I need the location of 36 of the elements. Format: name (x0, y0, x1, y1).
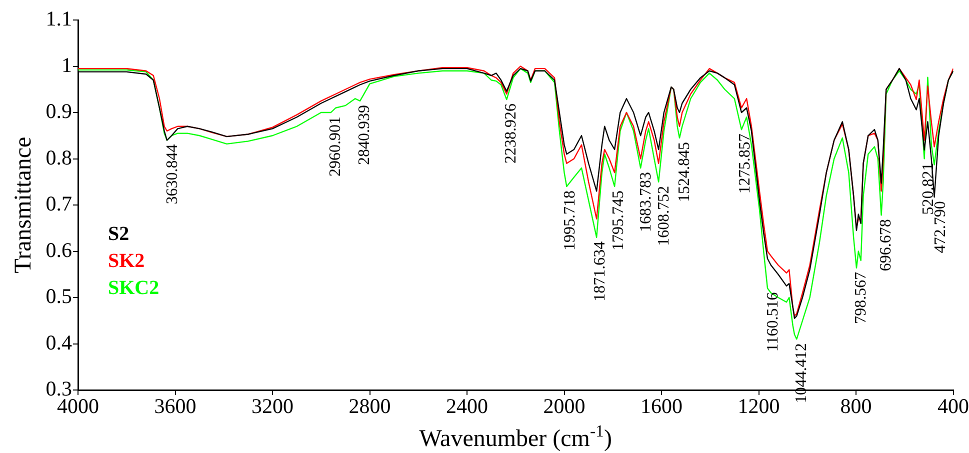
annotation: 2960.901 (326, 116, 344, 176)
annotation: 1044.412 (792, 343, 810, 404)
x-tick-label: 800 (840, 394, 872, 418)
annotation: 696.678 (877, 219, 894, 272)
x-tick-label: 400 (938, 394, 969, 418)
y-tick-label: 0.8 (46, 145, 72, 170)
x-tick-label: 2400 (446, 394, 488, 418)
annotation: 1608.752 (656, 186, 673, 246)
annotation: 1995.718 (561, 190, 578, 250)
y-tick-label: 0.5 (46, 284, 72, 308)
annotation: 2840.939 (356, 104, 373, 165)
annotation: 1683.783 (637, 172, 654, 232)
y-tick-label: 1.1 (46, 6, 72, 31)
x-tick-label: 3200 (252, 394, 294, 418)
annotation: 3630.844 (164, 144, 181, 204)
text: SK2 (108, 250, 145, 272)
annotation: 798.567 (852, 272, 870, 324)
y-tick-label: 0.9 (46, 99, 72, 124)
x-tick-label: 3600 (154, 394, 196, 418)
y-tick-label: 0.4 (46, 330, 72, 354)
y-tick-label: 1 (62, 52, 72, 77)
y-tick-label: 0.6 (46, 238, 72, 262)
annotation: 1871.634 (592, 241, 609, 302)
x-tick-label: 2800 (348, 394, 391, 418)
x-tick-label: 1200 (738, 394, 780, 418)
annotation: 1275.857 (736, 134, 754, 194)
text: S2 (108, 223, 130, 246)
annotation: 1160.516 (764, 292, 782, 352)
x-tick-label: 2000 (543, 394, 586, 418)
x-tick-label: 1600 (640, 394, 682, 418)
annotation: 2238.926 (502, 104, 520, 164)
y-tick-label: 0.7 (46, 192, 72, 216)
y-axis-title: Transmittance (10, 136, 36, 274)
text: SKC2 (108, 277, 160, 300)
annotation: 1795.745 (610, 190, 628, 250)
annotation: 1524.845 (676, 142, 693, 202)
